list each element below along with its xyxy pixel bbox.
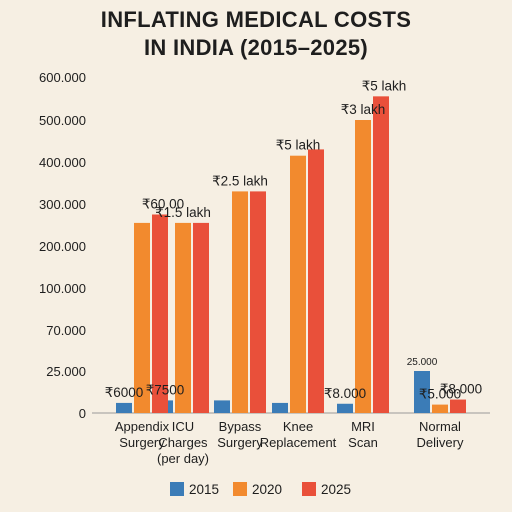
bar-2025 [373, 96, 389, 413]
data-label: ₹5.000 [419, 387, 461, 402]
legend-swatch-2025 [302, 482, 316, 496]
x-category-label: (per day) [157, 451, 209, 466]
y-tick-label: 500.000 [39, 113, 86, 128]
x-category-label: Surgery [217, 435, 263, 450]
bar-2020 [290, 155, 306, 413]
bar-2020 [432, 404, 448, 413]
x-category-label: Bypass [219, 419, 262, 434]
bar-2015 [272, 402, 288, 413]
y-tick-label: 0 [79, 406, 86, 421]
data-label: ₹8.000 [440, 382, 482, 397]
bar-2020 [355, 120, 371, 413]
x-category-label: Surgery [119, 435, 165, 450]
legend-label-2015: 2015 [189, 482, 219, 497]
y-tick-label: 300.000 [39, 197, 86, 212]
legend-label-2025: 2025 [321, 482, 351, 497]
data-label: 25.000 [407, 357, 438, 368]
x-category-label: Replacement [260, 435, 337, 450]
legend-swatch-2020 [233, 482, 247, 496]
bar-2020 [134, 222, 150, 413]
x-category-label: ICU [172, 419, 194, 434]
x-category-label: Normal [419, 419, 461, 434]
data-label: ₹5 lakh [276, 138, 321, 153]
y-tick-label: 600.000 [39, 70, 86, 85]
data-label: ₹6000 [105, 385, 144, 400]
bar-2025 [152, 214, 168, 413]
bar-2020 [232, 191, 248, 413]
chart-title: INFLATING MEDICAL COSTS IN INDIA (2015–2… [0, 6, 512, 62]
y-tick-label: 25.000 [46, 364, 86, 379]
chart-title-line-2: IN INDIA (2015–2025) [143, 35, 369, 60]
legend-label-2020: 2020 [252, 482, 282, 497]
bar-2025 [250, 191, 266, 413]
data-label: ₹8.000 [324, 386, 366, 401]
bar-2020 [175, 222, 191, 413]
y-tick-label: 200.000 [39, 239, 86, 254]
data-label: ₹7500 [146, 382, 185, 397]
bar-2025 [193, 222, 209, 413]
legend-swatch-2015 [170, 482, 184, 496]
data-label: ₹3 lakh [341, 102, 386, 117]
bar-2025 [450, 399, 466, 413]
y-tick-label: 100.000 [39, 281, 86, 296]
y-tick-label: 400.000 [39, 155, 86, 170]
x-category-label: Scan [348, 435, 378, 450]
chart-title-line-1: INFLATING MEDICAL COSTS [100, 7, 412, 32]
data-label: ₹2.5 lakh [212, 173, 268, 188]
x-category-label: Knee [283, 419, 313, 434]
x-category-label: Delivery [417, 435, 464, 450]
data-label: ₹5 lakh [362, 78, 407, 93]
data-label: ₹1.5 lakh [155, 205, 211, 220]
bar-2015 [337, 403, 353, 413]
bar-2025 [308, 149, 324, 413]
bar-2015 [116, 402, 132, 413]
x-category-label: Charges [158, 435, 208, 450]
bar-2015 [414, 371, 430, 413]
x-category-label: MRI [351, 419, 375, 434]
bar-2015 [214, 400, 230, 413]
y-tick-label: 70.000 [46, 323, 86, 338]
data-label: ₹60.00 [142, 197, 184, 212]
x-category-label: Appendix [115, 419, 170, 434]
